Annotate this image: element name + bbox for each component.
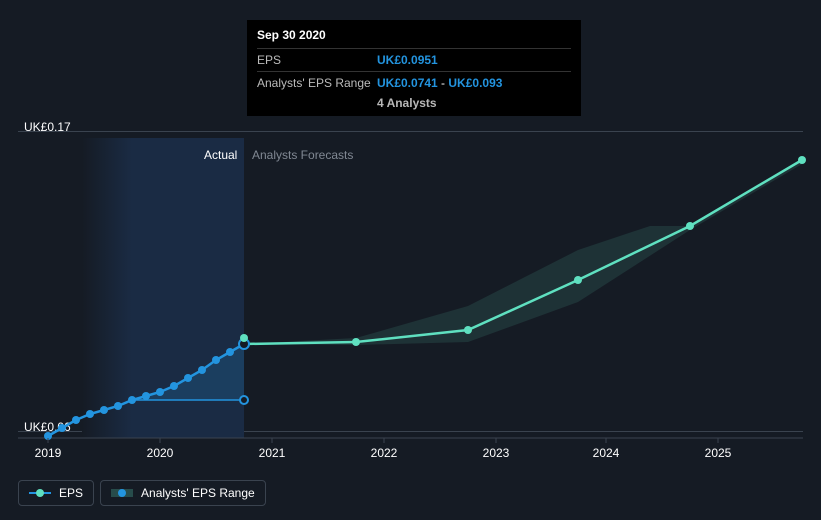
x-axis-label: 2022 (371, 446, 398, 460)
eps-chart: UK£0.17 UK£0.06 Actual Analysts Forecast… (0, 0, 821, 520)
x-axis-label: 2025 (705, 446, 732, 460)
legend-item-eps[interactable]: EPS (18, 480, 94, 506)
x-axis-label: 2023 (483, 446, 510, 460)
x-axis-label: 2021 (259, 446, 286, 460)
legend-item-range[interactable]: Analysts' EPS Range (100, 480, 266, 506)
legend-swatch-icon (29, 488, 51, 498)
region-label-forecast: Analysts Forecasts (252, 148, 353, 162)
tooltip-subtext: 4 Analysts (257, 96, 571, 110)
tooltip-row-label: Analysts' EPS Range (257, 76, 377, 90)
x-axis-label: 2024 (593, 446, 620, 460)
tooltip-row-value: UK£0.0741 - UK£0.093 (377, 76, 502, 90)
chart-tooltip: Sep 30 2020 EPS UK£0.0951 Analysts' EPS … (247, 20, 581, 116)
legend: EPS Analysts' EPS Range (18, 480, 266, 506)
tooltip-row-label: EPS (257, 53, 377, 67)
legend-swatch-icon (111, 488, 133, 498)
legend-label: EPS (59, 486, 83, 500)
legend-label: Analysts' EPS Range (141, 486, 255, 500)
tooltip-date: Sep 30 2020 (257, 26, 571, 48)
region-label-actual: Actual (204, 148, 237, 162)
tooltip-row-value: UK£0.0951 (377, 53, 438, 67)
x-axis-label: 2019 (35, 446, 62, 460)
x-axis-label: 2020 (147, 446, 174, 460)
